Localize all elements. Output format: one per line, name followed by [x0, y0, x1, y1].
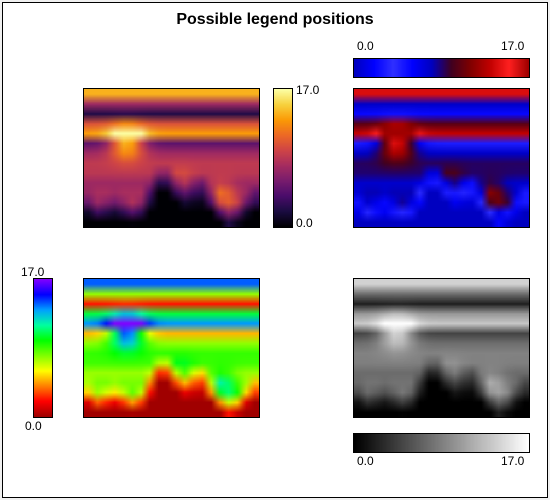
figure-frame: Possible legend positions 17.0 0.0 0.0 17.0…: [2, 2, 548, 498]
heatmap-tr: [353, 88, 530, 228]
colorbar-bl-label: 0.0: [25, 419, 42, 433]
colorbar-tr-label: 17.0: [501, 39, 524, 53]
figure-title: Possible legend positions: [3, 11, 547, 29]
colorbar-tl-label: 17.0: [296, 83, 319, 97]
colorbar-br: [353, 433, 530, 453]
colorbar-tl-label: 0.0: [296, 216, 313, 230]
heatmap-tl: [83, 88, 260, 228]
colorbar-tl: [273, 88, 293, 228]
colorbar-bl-label: 17.0: [21, 265, 44, 279]
colorbar-tr-label: 0.0: [357, 39, 374, 53]
colorbar-tr: [353, 58, 530, 78]
colorbar-br-label: 0.0: [357, 454, 374, 468]
heatmap-bl: [83, 278, 260, 418]
heatmap-br: [353, 278, 530, 418]
colorbar-bl: [33, 278, 53, 418]
colorbar-br-label: 17.0: [501, 454, 524, 468]
